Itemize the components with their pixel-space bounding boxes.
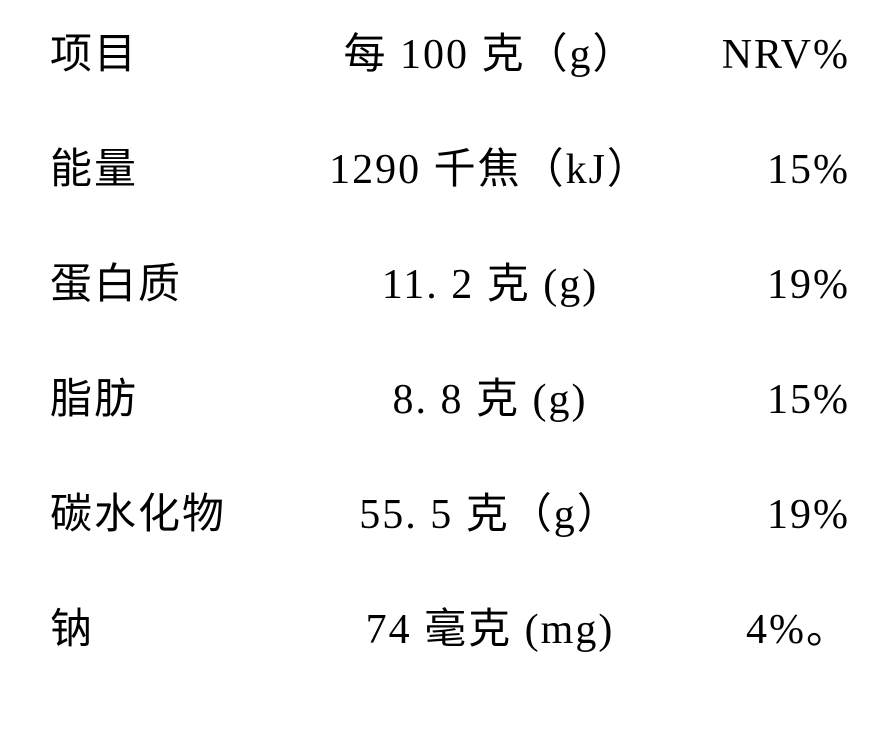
col-header-amount: 每 100 克（g） bbox=[300, 30, 680, 80]
cell-item: 钠 bbox=[50, 605, 300, 655]
cell-item: 蛋白质 bbox=[50, 260, 300, 310]
cell-nrv: 4%。 bbox=[680, 605, 850, 655]
cell-item: 脂肪 bbox=[50, 375, 300, 425]
cell-item: 能量 bbox=[50, 145, 300, 195]
cell-nrv: 19% bbox=[680, 490, 850, 540]
col-header-nrv: NRV% bbox=[680, 30, 850, 80]
cell-nrv: 15% bbox=[680, 145, 850, 195]
cell-amount: 11. 2 克 (g) bbox=[300, 260, 680, 310]
cell-amount: 8. 8 克 (g) bbox=[300, 375, 680, 425]
table-row: 能量 1290 千焦（kJ） 15% bbox=[50, 145, 854, 260]
table-header-row: 项目 每 100 克（g） NRV% bbox=[50, 30, 854, 145]
cell-item: 碳水化物 bbox=[50, 490, 300, 540]
table-row: 碳水化物 55. 5 克（g） 19% bbox=[50, 490, 854, 605]
table-row: 脂肪 8. 8 克 (g) 15% bbox=[50, 375, 854, 490]
cell-amount: 55. 5 克（g） bbox=[300, 490, 680, 540]
col-header-item: 项目 bbox=[50, 30, 300, 80]
cell-nrv: 15% bbox=[680, 375, 850, 425]
cell-amount: 1290 千焦（kJ） bbox=[300, 145, 680, 195]
cell-amount: 74 毫克 (mg) bbox=[300, 605, 680, 655]
table-row: 蛋白质 11. 2 克 (g) 19% bbox=[50, 260, 854, 375]
nutrition-table: 项目 每 100 克（g） NRV% 能量 1290 千焦（kJ） 15% 蛋白… bbox=[0, 0, 894, 751]
table-row: 钠 74 毫克 (mg) 4%。 bbox=[50, 605, 854, 720]
cell-nrv: 19% bbox=[680, 260, 850, 310]
